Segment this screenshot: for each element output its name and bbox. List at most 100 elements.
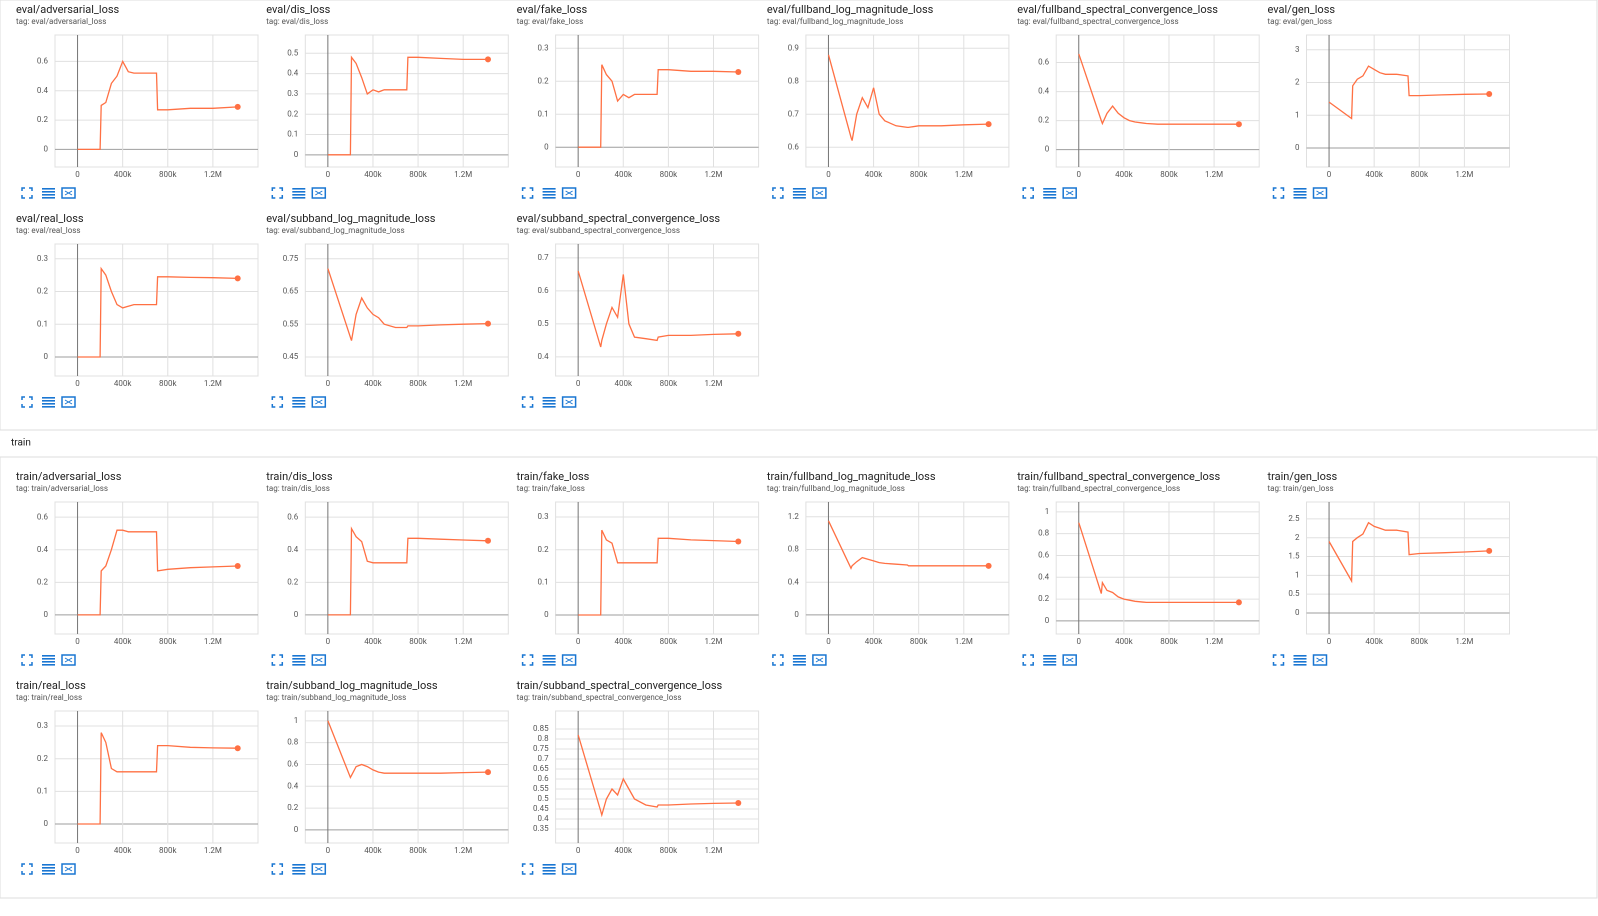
zoom-button[interactable] [61, 396, 76, 408]
data-button[interactable] [42, 188, 55, 199]
fit-button[interactable] [1272, 654, 1285, 666]
y-tick-label: 0.7 [788, 109, 800, 118]
chart-title: eval/real_loss [16, 212, 84, 225]
last-point [1235, 121, 1242, 128]
plot-area [555, 243, 760, 377]
zoom-button[interactable] [812, 654, 827, 666]
x-tick-label: 0 [1327, 170, 1332, 179]
y-tick-label: 1 [1045, 507, 1050, 516]
icon [542, 406, 556, 408]
x-tick-label: 1.2M [454, 170, 472, 179]
x-tick-label: 800k [159, 846, 177, 855]
data-button[interactable] [542, 397, 556, 408]
fit-button[interactable] [1272, 187, 1285, 199]
fit-button[interactable] [521, 863, 534, 875]
fit-button[interactable] [21, 187, 33, 199]
fit-button[interactable] [1022, 654, 1034, 666]
data-button[interactable] [1293, 188, 1307, 199]
y-tick-label: 1.5 [1288, 552, 1300, 561]
last-point [485, 56, 491, 63]
fit-button[interactable] [521, 396, 534, 408]
zoom-button[interactable] [311, 396, 327, 408]
zoom-button[interactable] [61, 654, 76, 666]
data-button[interactable] [1043, 655, 1057, 666]
series-line [578, 64, 739, 148]
fit-button[interactable] [521, 187, 534, 199]
zoom-button[interactable] [1062, 187, 1077, 199]
icon [42, 194, 55, 196]
zoom-button[interactable] [1312, 187, 1328, 199]
data-button[interactable] [292, 188, 306, 199]
chart-tag: tag: train/adversarial_loss [16, 484, 108, 493]
fit-button[interactable] [772, 187, 784, 199]
zoom-button[interactable] [812, 187, 827, 199]
data-button[interactable] [1293, 655, 1307, 666]
icon [792, 191, 806, 193]
icon [542, 194, 556, 196]
zoom-button[interactable] [561, 654, 577, 666]
zoom-button[interactable] [61, 187, 76, 199]
fit-button[interactable] [271, 187, 284, 199]
data-button[interactable] [542, 655, 556, 666]
fit-button[interactable] [21, 863, 33, 875]
data-button[interactable] [792, 655, 806, 666]
fit-button[interactable] [21, 396, 33, 408]
icon [1062, 187, 1077, 199]
icon [1293, 194, 1307, 196]
x-tick-label: 800k [660, 170, 678, 179]
icon [292, 406, 306, 408]
icon [42, 658, 55, 660]
y-tick-label: 0.55 [283, 319, 299, 328]
series-line [1328, 521, 1490, 584]
zoom-button[interactable] [61, 863, 76, 875]
x-tick-label: 800k [1411, 170, 1429, 179]
zoom-button[interactable] [1312, 654, 1328, 666]
data-button[interactable] [792, 188, 806, 199]
icon [1022, 654, 1034, 666]
data-button[interactable] [542, 864, 556, 875]
data-button[interactable] [42, 864, 55, 875]
data-button[interactable] [1043, 188, 1057, 199]
icon [812, 654, 827, 666]
zoom-button[interactable] [311, 654, 327, 666]
zoom-button[interactable] [311, 187, 327, 199]
y-tick-label: 0.6 [1038, 551, 1050, 560]
fit-button[interactable] [271, 863, 284, 875]
series-line [1328, 65, 1490, 120]
fit-button[interactable] [521, 654, 534, 666]
fit-button[interactable] [271, 396, 284, 408]
data-button[interactable] [542, 188, 556, 199]
last-point [485, 537, 491, 544]
zoom-button[interactable] [561, 863, 577, 875]
fit-button[interactable] [271, 654, 284, 666]
y-tick-label: 0.6 [287, 512, 299, 521]
fit-button[interactable] [1022, 187, 1034, 199]
fit-button[interactable] [772, 654, 784, 666]
zoom-button[interactable] [1062, 654, 1077, 666]
y-tick-label: 0 [44, 610, 49, 619]
last-point [234, 563, 241, 570]
x-tick-label: 1.2M [204, 170, 222, 179]
y-tick-label: 0.2 [37, 754, 49, 763]
y-tick-label: 0 [44, 352, 49, 361]
zoom-button[interactable] [561, 396, 577, 408]
fit-button[interactable] [21, 654, 33, 666]
data-button[interactable] [292, 655, 306, 666]
chart-tag: tag: eval/subband_log_magnitude_loss [266, 226, 404, 235]
last-point [234, 103, 241, 110]
zoom-button[interactable] [561, 187, 577, 199]
zoom-button[interactable] [311, 863, 327, 875]
data-button[interactable] [42, 655, 55, 666]
icon [565, 190, 573, 196]
plot-area [1306, 501, 1510, 635]
series-line [327, 526, 489, 616]
data-button[interactable] [292, 864, 306, 875]
data-button[interactable] [292, 397, 306, 408]
icon [42, 188, 55, 190]
plot-area [304, 34, 509, 168]
icon [561, 654, 577, 666]
data-button[interactable] [42, 397, 55, 408]
y-tick-label: 2.5 [1288, 514, 1300, 523]
